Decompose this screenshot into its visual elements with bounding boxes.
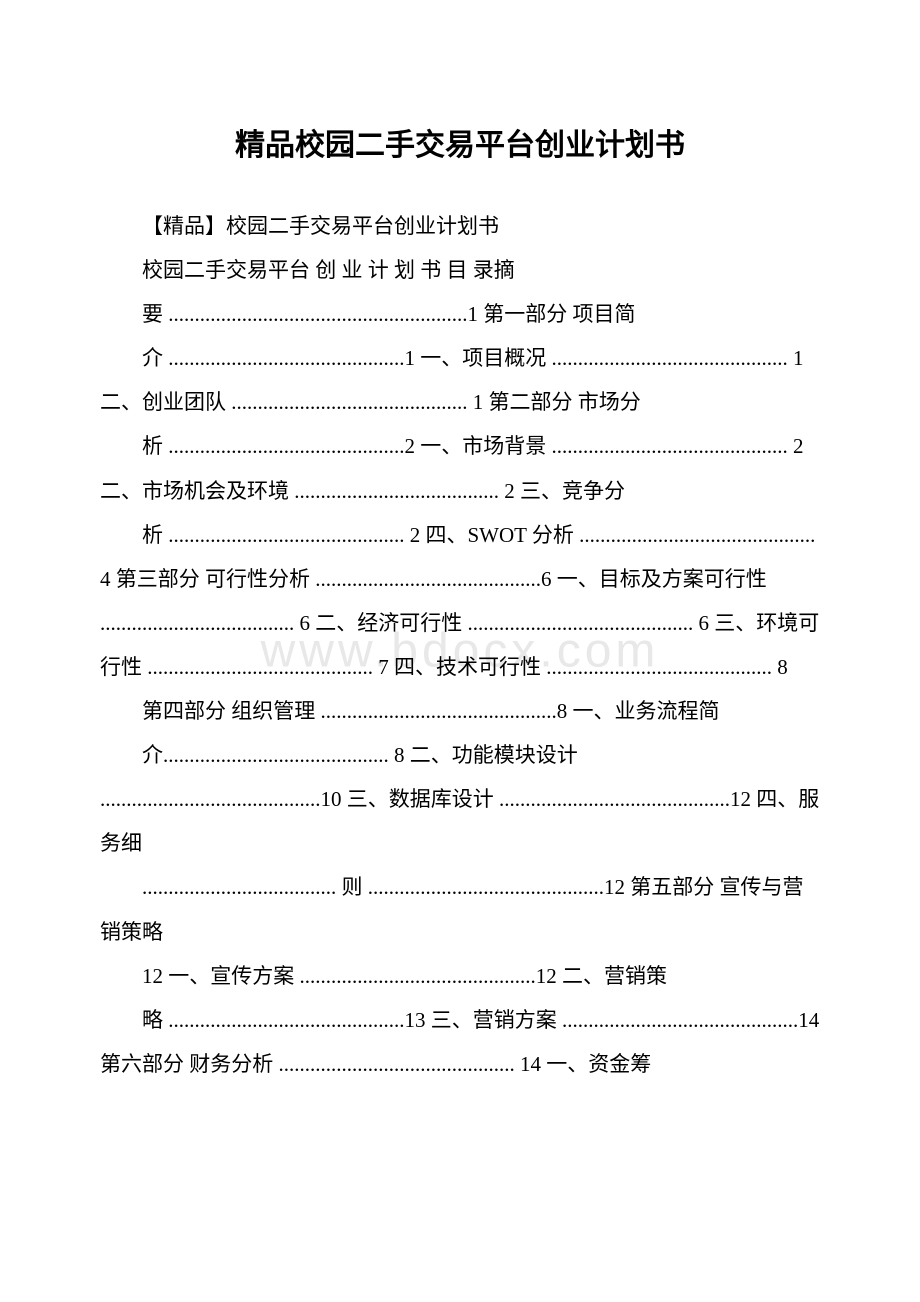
toc-line-8: 介.......................................… xyxy=(100,733,820,865)
document-title: 精品校园二手交易平台创业计划书 xyxy=(100,120,820,164)
document-body: 精品校园二手交易平台创业计划书 【精品】校园二手交易平台创业计划书 校园二手交易… xyxy=(100,120,820,1086)
toc-line-9: ..................................... 则 … xyxy=(100,865,820,953)
toc-line-5: 析 ......................................… xyxy=(100,424,820,512)
toc-line-4: 介 ......................................… xyxy=(100,336,820,424)
toc-line-11: 略 ......................................… xyxy=(100,998,820,1086)
toc-line-3: 要 ......................................… xyxy=(100,292,820,336)
toc-line-7: 第四部分 组织管理 ..............................… xyxy=(100,689,820,733)
toc-line-10: 12 一、宣传方案 ..............................… xyxy=(100,954,820,998)
toc-line-1: 【精品】校园二手交易平台创业计划书 xyxy=(100,204,820,248)
toc-line-6: 析 ......................................… xyxy=(100,513,820,689)
toc-line-2: 校园二手交易平台 创 业 计 划 书 目 录摘 xyxy=(100,248,820,292)
document-content: 【精品】校园二手交易平台创业计划书 校园二手交易平台 创 业 计 划 书 目 录… xyxy=(100,204,820,1086)
